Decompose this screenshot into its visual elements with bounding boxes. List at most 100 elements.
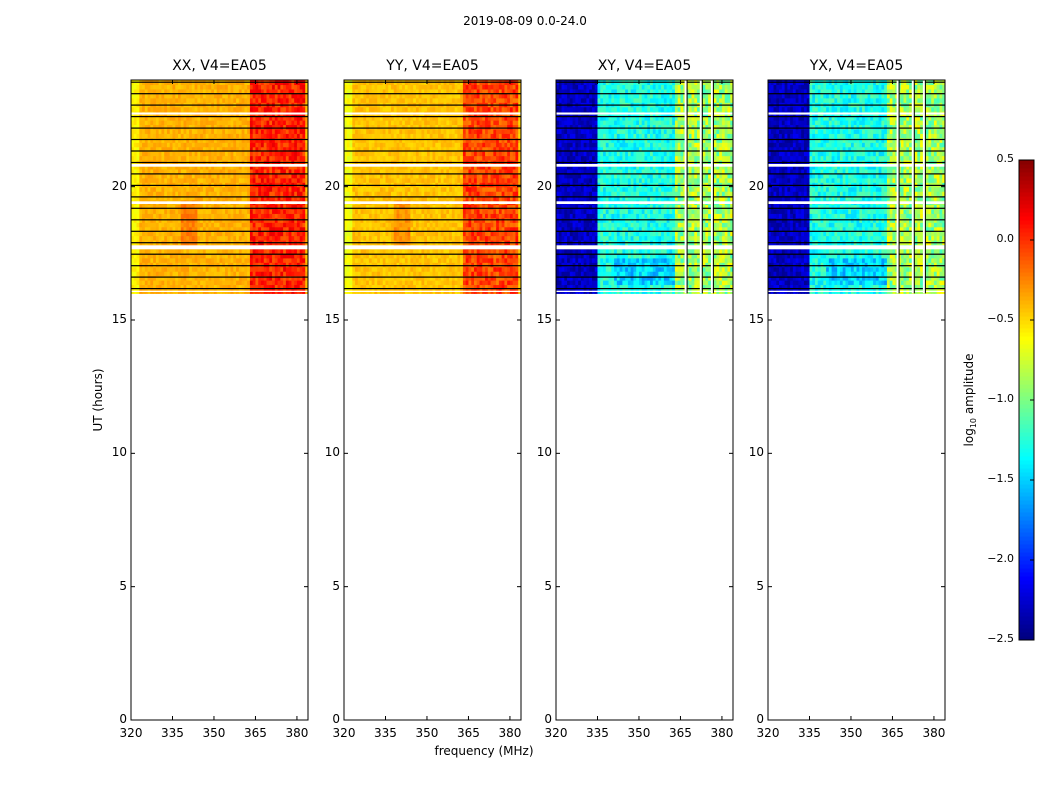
heatmap-cell — [496, 186, 500, 192]
heatmap-cell — [191, 248, 196, 254]
heatmap-cell — [147, 137, 151, 143]
heatmap-cell — [382, 235, 387, 241]
heatmap-cell — [473, 231, 478, 237]
heatmap-cell — [355, 208, 359, 214]
heatmap-cell — [424, 248, 428, 254]
heatmap-cell — [299, 97, 304, 103]
heatmap-cell — [415, 164, 420, 170]
heatmap-cell — [136, 275, 140, 281]
heatmap-cell — [191, 133, 196, 139]
flag-line — [131, 184, 308, 186]
heatmap-cell — [133, 106, 138, 112]
heatmap-cell — [302, 142, 306, 148]
heatmap-cell — [238, 257, 243, 263]
heatmap-cell — [274, 106, 279, 112]
heatmap-cell — [377, 186, 381, 192]
heatmap-cell — [164, 213, 168, 219]
heatmap-cell — [233, 115, 237, 121]
heatmap-cell — [158, 151, 163, 157]
heatmap-cell — [280, 275, 284, 281]
heatmap-cell — [280, 115, 284, 121]
heatmap-cell — [172, 271, 176, 277]
heatmap-cell — [366, 164, 370, 170]
heatmap-cell — [302, 177, 306, 183]
heatmap-cell — [219, 124, 223, 130]
heatmap-cell — [175, 168, 179, 174]
heatmap-cell — [252, 222, 257, 228]
heatmap-cell — [216, 248, 221, 254]
heatmap-cell — [415, 177, 420, 183]
heatmap-cell — [355, 186, 359, 192]
heatmap-cell — [465, 204, 470, 210]
heatmap-cell — [449, 164, 453, 170]
heatmap-cell — [490, 186, 494, 192]
heatmap-cell — [457, 213, 461, 219]
heatmap-cell — [476, 271, 481, 277]
heatmap-cell — [294, 204, 298, 210]
heatmap-cell — [222, 226, 226, 232]
heatmap-cell — [183, 128, 187, 134]
heatmap-cell — [371, 213, 376, 219]
heatmap-cell — [460, 173, 464, 179]
heatmap-cell — [283, 222, 287, 228]
heatmap-cell — [200, 186, 204, 192]
heatmap-cell — [161, 173, 165, 179]
heatmap-cell — [144, 168, 149, 174]
heatmap-cell — [498, 195, 503, 201]
heatmap-cell — [244, 151, 248, 157]
heatmap-cell — [285, 222, 290, 228]
heatmap-cell — [178, 275, 182, 281]
heatmap-cell — [136, 271, 140, 277]
heatmap-cell — [252, 137, 257, 143]
heatmap-cell — [399, 173, 403, 179]
heatmap-cell — [388, 204, 392, 210]
heatmap-cell — [352, 208, 356, 214]
heatmap-cell — [241, 124, 245, 130]
heatmap-cell — [247, 195, 251, 201]
heatmap-cell — [258, 208, 262, 214]
heatmap-cell — [266, 275, 270, 281]
heatmap-cell — [479, 195, 483, 201]
heatmap-cell — [509, 208, 514, 214]
heatmap-cell — [238, 115, 243, 121]
heatmap-cell — [272, 133, 276, 139]
heatmap-cell — [172, 235, 176, 241]
heatmap-cell — [498, 186, 503, 192]
heatmap-cell — [457, 204, 461, 210]
heatmap-cell — [344, 182, 348, 188]
heatmap-cell — [490, 235, 494, 241]
heatmap-cell — [296, 271, 301, 277]
heatmap-cell — [164, 284, 168, 290]
heatmap-cell — [377, 191, 381, 197]
heatmap-cell — [186, 262, 190, 268]
heatmap-cell — [155, 262, 160, 268]
heatmap-cell — [180, 208, 185, 214]
heatmap-cell — [349, 222, 353, 228]
heatmap-cell — [274, 151, 279, 157]
heatmap-cell — [225, 97, 229, 103]
heatmap-cell — [277, 248, 281, 254]
heatmap-cell — [471, 173, 475, 179]
heatmap-cell — [357, 262, 362, 268]
heatmap-cell — [388, 213, 392, 219]
heatmap-cell — [274, 253, 279, 259]
heatmap-cell — [460, 191, 464, 197]
heatmap-cell — [435, 235, 439, 241]
heatmap-cell — [504, 173, 508, 179]
heatmap-cell — [211, 253, 215, 259]
heatmap-cell — [139, 182, 143, 188]
heatmap-cell — [402, 226, 406, 232]
heatmap-cell — [272, 168, 276, 174]
heatmap-cell — [272, 106, 276, 112]
heatmap-cell — [194, 266, 198, 272]
heatmap-cell — [153, 266, 157, 272]
heatmap-cell — [263, 208, 268, 214]
heatmap-cell — [399, 186, 403, 192]
heatmap-cell — [144, 213, 149, 219]
heatmap-cell — [504, 231, 508, 237]
heatmap-cell — [438, 186, 442, 192]
heatmap-cell — [402, 204, 406, 210]
heatmap-cell — [147, 84, 151, 90]
heatmap-cell — [219, 275, 223, 281]
heatmap-cell — [131, 177, 135, 183]
